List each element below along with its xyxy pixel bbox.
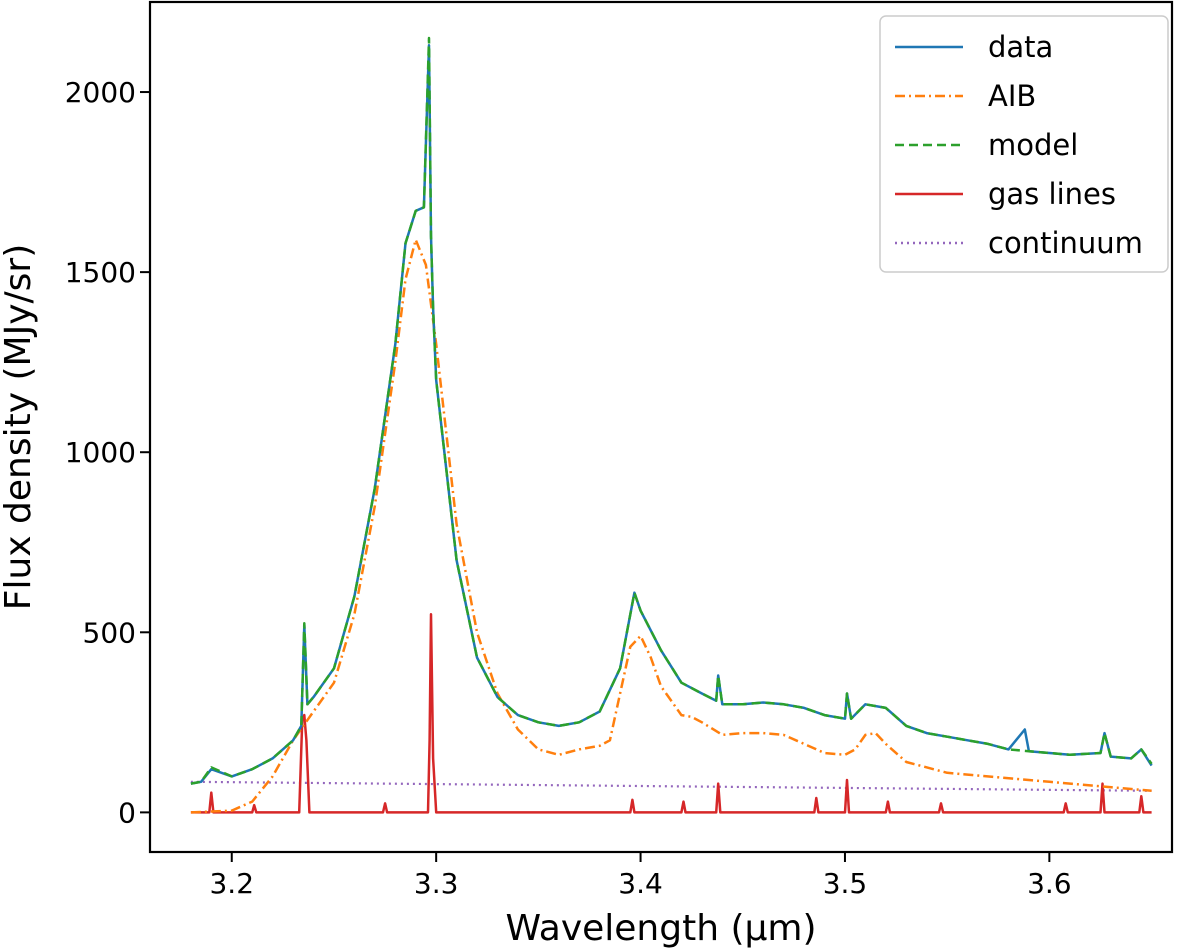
legend-label-model: model [988,128,1078,162]
plot-frame [148,0,1174,854]
series-layer [190,36,1153,814]
legend-label-data: data [988,30,1053,64]
legend-box [879,15,1169,273]
legend-label-gas-lines: gas lines [988,177,1116,211]
series-line-continuum [190,780,1152,792]
x-tick-label: 3.4 [618,867,663,900]
legend-label-continuum: continuum [988,226,1143,260]
x-tick-label: 3.5 [823,867,868,900]
x-tick-label: 3.3 [414,867,459,900]
x-axis-label: Wavelength (μm) [505,908,816,949]
y-tick-label: 500 [83,616,136,649]
y-tick-label: 1500 [65,256,136,289]
y-tick-label: 1000 [65,436,136,469]
y-tick-label: 0 [118,796,136,829]
series-line-model [190,36,1153,785]
y-axis-label: Flux density (MJy/sr) [0,244,39,610]
ticks-layer: 3.2 3.3 3.4 3.5 3.6 0 500 1000 1500 2000 [65,76,1072,900]
legend-label-aib: AIB [988,79,1036,113]
x-tick-label: 3.6 [1027,867,1072,900]
x-tick-label: 3.2 [209,867,254,900]
legend: data AIB model gas lines continuum [879,15,1169,273]
y-tick-label: 2000 [65,76,136,109]
series-line-gas-lines [190,613,1152,814]
series-line-aib [190,238,1152,814]
